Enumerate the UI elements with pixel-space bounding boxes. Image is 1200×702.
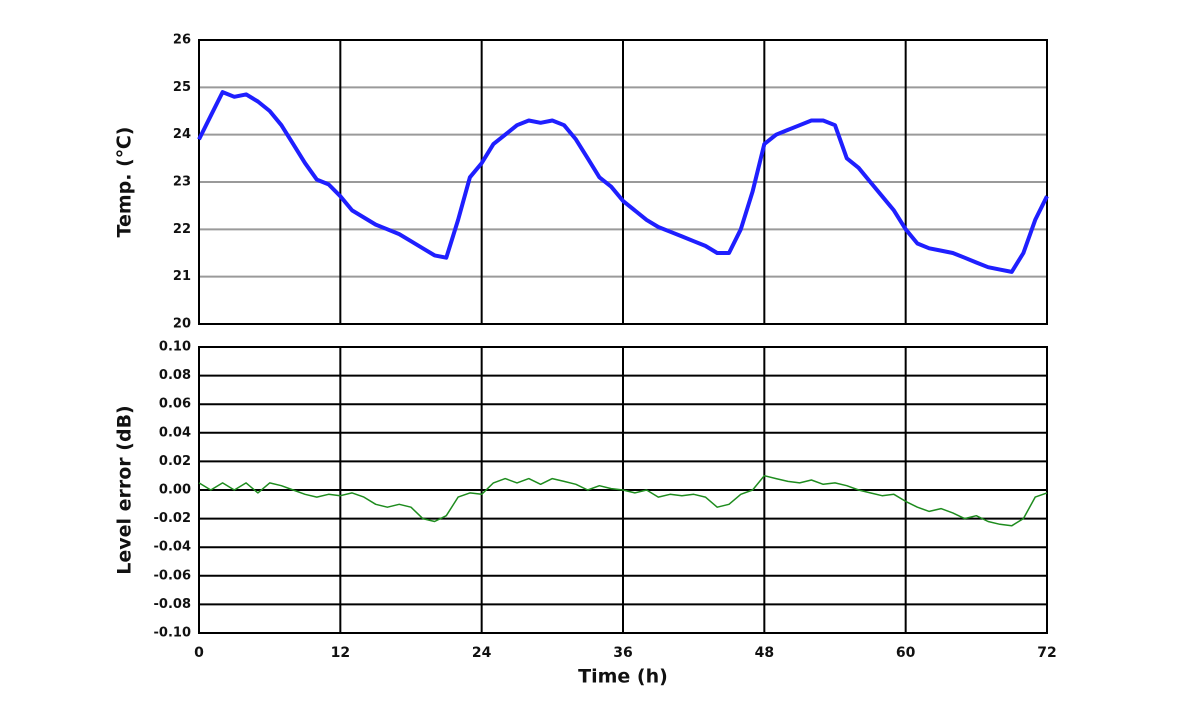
y-tick-label: -0.06 [154,568,191,583]
plot-frame [198,39,1048,325]
x-tick-label: 0 [194,645,204,661]
y-tick-label: 0.02 [159,454,191,469]
x-tick-label: 72 [1037,645,1056,661]
y-tick-label: -0.08 [154,597,191,612]
y-tick-label: 0.08 [159,368,191,383]
y-tick-label: 0.04 [159,425,191,440]
data-line [198,474,1048,527]
y-axis-label: Temp. (℃) [114,127,136,238]
x-tick-label: 48 [755,645,774,661]
y-tick-label: 0.06 [159,397,191,412]
y-tick-label: 22 [173,222,191,237]
plot-frame [198,346,1048,634]
y-tick-label: 21 [173,269,191,284]
y-tick-label: 0.10 [159,340,191,355]
y-tick-label: 25 [173,80,191,95]
x-axis-label: Time (h) [578,666,668,688]
y-axis-label: Level error (dB) [114,405,136,575]
x-tick-label: 24 [472,645,492,661]
data-line [197,90,1049,274]
y-tick-label: 23 [173,175,191,190]
y-tick-label: -0.02 [154,511,191,526]
x-tick-label: 12 [331,645,350,661]
y-tick-label: 20 [173,317,191,332]
y-tick-label: -0.10 [154,626,191,641]
y-tick-label: 26 [173,33,191,48]
y-tick-label: -0.04 [154,540,191,555]
x-tick-label: 36 [613,645,632,661]
y-tick-label: 24 [173,127,191,142]
x-tick-label: 60 [896,645,916,661]
y-tick-label: 0.00 [159,483,191,498]
